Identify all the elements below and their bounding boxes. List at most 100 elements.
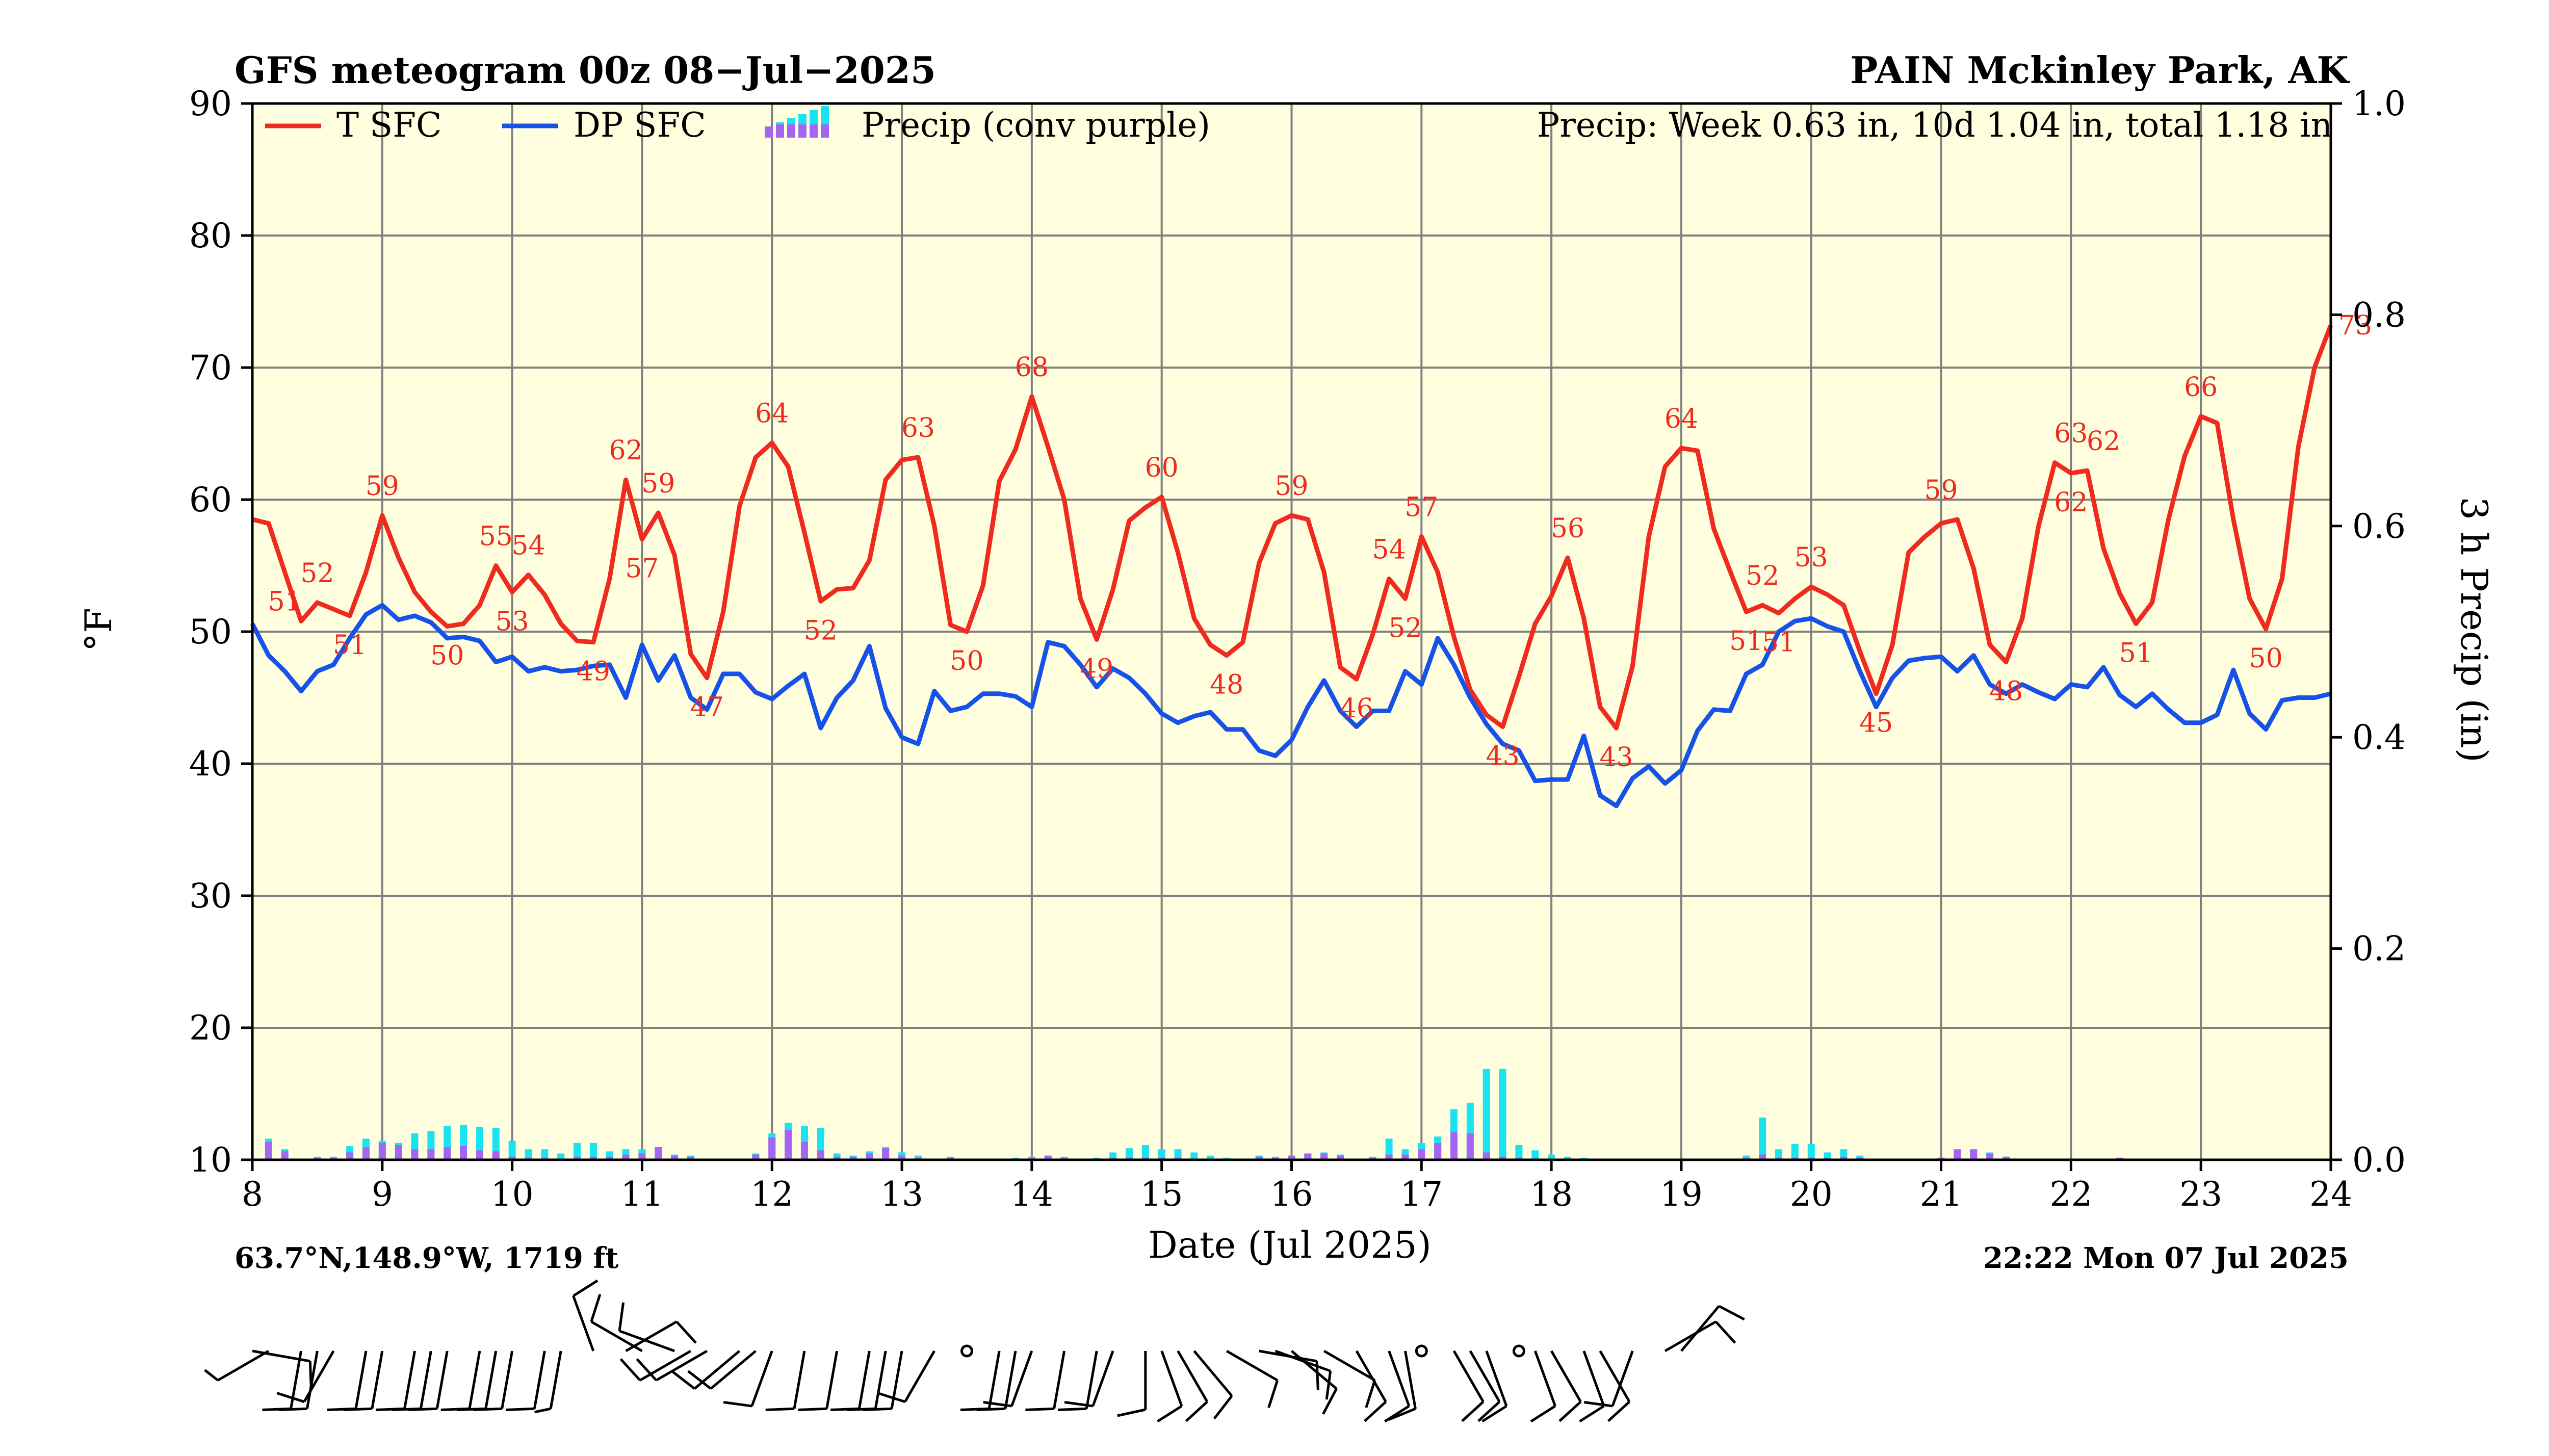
wind-barb-feather <box>204 1369 219 1382</box>
wind-barb-staff <box>987 1350 1001 1409</box>
precip-bar-convective <box>671 1155 679 1160</box>
wind-barb-feather <box>1365 1380 1376 1408</box>
precip-bar-convective <box>866 1153 873 1160</box>
precip-bar-convective <box>1499 1156 1506 1160</box>
temperature-point-label: 53 <box>496 606 529 637</box>
wind-barb-feather <box>1461 1400 1485 1422</box>
wind-barb-feather <box>1481 1405 1507 1423</box>
wind-barb-feather <box>276 1392 305 1403</box>
precip-bar-convective <box>589 1156 597 1160</box>
precip-bar-total <box>1759 1117 1766 1160</box>
wind-barb-feather <box>1388 1407 1416 1421</box>
wind-barb-staff <box>1388 1350 1411 1407</box>
wind-barb-staff <box>590 1320 643 1353</box>
precip-bar-convective <box>1288 1155 1295 1160</box>
wind-barb-calm <box>1415 1344 1428 1358</box>
temperature-point-label: 57 <box>1404 492 1438 523</box>
wind-barb-staff <box>825 1350 839 1409</box>
precip-bar-convective <box>346 1152 354 1160</box>
precip-bar-convective <box>1482 1152 1490 1160</box>
precip-bar-total <box>1775 1149 1783 1160</box>
precip-bar-total <box>1482 1069 1490 1160</box>
wind-barb-feather <box>1325 1370 1332 1400</box>
x-tick-label: 8 <box>242 1175 263 1214</box>
temperature-point-label: 54 <box>511 531 545 561</box>
precip-bar-convective <box>378 1142 386 1160</box>
precip-bar-total <box>1791 1143 1799 1160</box>
precip-bar-total <box>557 1153 565 1160</box>
precip-bar-convective <box>1759 1154 1766 1160</box>
wind-barb-feather <box>1579 1405 1605 1423</box>
precip-bar-convective <box>1450 1132 1458 1160</box>
dewpoint-line <box>250 603 2332 809</box>
precip-bar-convective <box>817 1150 824 1160</box>
precip-bar-convective <box>687 1156 694 1160</box>
wind-barb-feather <box>619 1358 641 1382</box>
precip-bar-convective <box>785 1130 792 1160</box>
wind-barb-feather <box>573 1279 599 1297</box>
wind-barb-feather <box>671 1370 695 1390</box>
precip-bar-convective <box>508 1156 516 1160</box>
precip-bar-total <box>1207 1155 1214 1160</box>
legend-precip-bar-convective <box>787 124 795 138</box>
wind-barb-feather <box>278 1407 307 1412</box>
wind-barb-staff <box>403 1350 416 1409</box>
precip-bar-convective <box>1044 1155 1052 1160</box>
precip-bar-convective <box>476 1150 483 1160</box>
precip-bar-convective <box>1401 1154 1409 1160</box>
precip-bar-convective <box>460 1146 467 1160</box>
temperature-point-label: 48 <box>1210 670 1243 700</box>
wind-barb-staff <box>793 1350 806 1409</box>
legend-precip-bar-convective <box>821 124 829 138</box>
precip-bars <box>265 1069 2123 1160</box>
x-tick-label: 21 <box>1920 1175 1963 1214</box>
wind-barb-staff <box>1599 1350 1631 1402</box>
precip-bar-convective <box>492 1151 500 1160</box>
wind-barb-staff <box>533 1350 546 1409</box>
precip-bar-total <box>1531 1150 1539 1160</box>
y2-tick-label: 0.6 <box>2352 507 2406 546</box>
wind-barb-feather <box>675 1320 697 1344</box>
wind-barb-feather <box>534 1407 551 1414</box>
wind-barb-calm <box>1512 1344 1525 1358</box>
y-tick-label: 70 <box>189 348 232 387</box>
x-tick-label: 20 <box>1790 1175 1833 1214</box>
wind-barb-staff <box>1664 1320 1716 1353</box>
wind-barb-staff <box>1680 1305 1720 1352</box>
wind-barb-feather <box>1558 1400 1582 1422</box>
precip-bar-total <box>1515 1145 1523 1160</box>
wind-barb-staff <box>549 1350 562 1409</box>
precip-bar-convective <box>1337 1155 1344 1160</box>
legend-precip-label: Precip (conv purple) <box>862 106 1210 145</box>
x-axis-label: Date (Jul 2025) <box>1148 1224 1432 1266</box>
precip-bar-total <box>589 1142 597 1160</box>
precip-bar-total <box>508 1140 516 1160</box>
precip-bar-total <box>1174 1149 1182 1160</box>
temperature-point-label: 63 <box>901 413 935 444</box>
precip-bar-convective <box>655 1147 662 1160</box>
wind-barb-staff <box>1452 1350 1485 1402</box>
wind-barb-staff <box>371 1350 384 1409</box>
wind-barb-feather <box>976 1407 1006 1412</box>
y-tick-label: 50 <box>189 612 232 652</box>
wind-barb-feather <box>798 1407 827 1412</box>
x-tick-label: 24 <box>2309 1175 2352 1214</box>
wind-barb-staff <box>874 1350 887 1409</box>
legend: T SFC DP SFC Precip (conv purple) Precip… <box>265 106 2332 145</box>
wind-barb-staff <box>501 1350 514 1409</box>
y2-axis-label: 3 h Precip (in) <box>2453 497 2495 762</box>
y-tick-label: 60 <box>189 480 232 519</box>
wind-barb-feather <box>1267 1380 1279 1408</box>
x-tick-label: 13 <box>880 1175 923 1214</box>
precip-bar-convective <box>768 1137 776 1160</box>
legend-precip-bar-convective <box>798 124 807 138</box>
wind-barb-staff <box>1226 1349 1278 1382</box>
temperature-point-label: 51 <box>1729 626 1763 657</box>
precip-bar-convective <box>1466 1133 1474 1160</box>
wind-barb-feather <box>1057 1407 1087 1412</box>
temperature-point-label: 43 <box>1599 742 1633 773</box>
wind-barb-staff <box>1469 1350 1501 1402</box>
temperature-point-label: 48 <box>1989 677 2023 707</box>
wind-barb-feather <box>1583 1401 1613 1408</box>
temperature-point-label: 49 <box>577 657 610 687</box>
